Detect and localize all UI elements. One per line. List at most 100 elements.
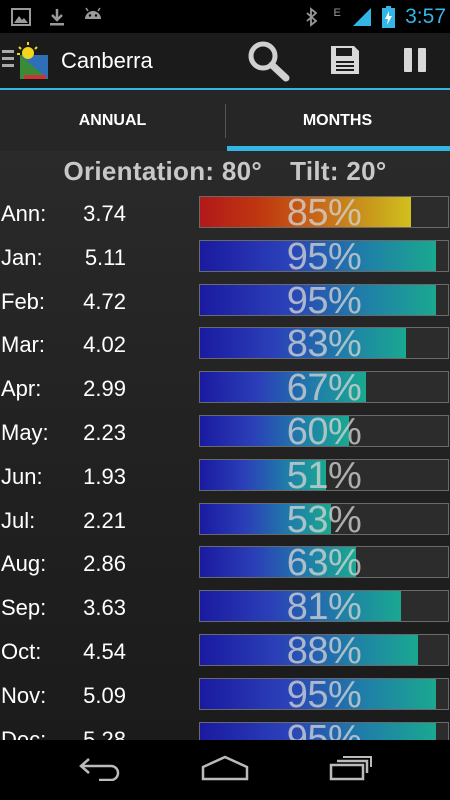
efficiency-bar: 95% bbox=[199, 283, 449, 316]
home-icon bbox=[200, 755, 250, 786]
efficiency-bar-fill bbox=[200, 503, 332, 534]
efficiency-row: Apr: 2.99 67% bbox=[0, 369, 450, 413]
efficiency-bar-fill bbox=[200, 328, 406, 359]
row-label: Mar: bbox=[1, 332, 45, 358]
efficiency-percent: 95% bbox=[200, 723, 448, 740]
efficiency-percent: 88% bbox=[286, 634, 362, 666]
efficiency-bar-fill bbox=[200, 591, 401, 622]
row-value: 5.28 bbox=[83, 726, 126, 740]
pause-icon bbox=[402, 47, 428, 78]
efficiency-percent: 85% bbox=[286, 196, 362, 228]
efficiency-row: Dec: 5.28 95% bbox=[0, 720, 450, 740]
efficiency-bar-fill bbox=[200, 547, 357, 578]
efficiency-percent: 60% bbox=[286, 415, 362, 447]
search-icon bbox=[244, 38, 292, 87]
row-value: 2.86 bbox=[83, 551, 126, 577]
efficiency-bar-fill bbox=[200, 416, 349, 446]
clock: 3:57 bbox=[405, 4, 446, 28]
save-button[interactable] bbox=[321, 39, 369, 85]
row-label: Sep: bbox=[1, 595, 47, 621]
efficiency-row: Feb: 4.72 95% bbox=[0, 282, 450, 326]
status-bar: E 3:57 bbox=[0, 0, 450, 33]
efficiency-bar-fill bbox=[200, 459, 327, 490]
back-button[interactable] bbox=[70, 752, 130, 788]
tab-annual[interactable]: ANNUAL bbox=[0, 90, 225, 151]
row-value: 1.93 bbox=[83, 463, 126, 489]
row-label: Jun: bbox=[1, 463, 43, 489]
row-label: Jan: bbox=[1, 244, 43, 270]
row-value: 3.63 bbox=[83, 595, 126, 621]
row-label: Jul: bbox=[1, 507, 36, 533]
efficiency-row: Aug: 2.86 63% bbox=[0, 544, 450, 588]
network-e-icon: E bbox=[331, 6, 343, 28]
recent-apps-button[interactable] bbox=[321, 752, 381, 788]
download-icon bbox=[46, 6, 68, 28]
efficiency-percent: 51% bbox=[286, 458, 362, 491]
efficiency-bar-fill bbox=[200, 197, 411, 227]
app-title: Canberra bbox=[61, 48, 153, 73]
efficiency-row: Nov: 5.09 95% bbox=[0, 676, 450, 720]
tab-months[interactable]: MONTHS bbox=[225, 90, 450, 151]
action-bar-divider bbox=[0, 88, 450, 90]
efficiency-row: May: 2.23 60% bbox=[0, 413, 450, 457]
row-label: Feb: bbox=[1, 288, 46, 314]
efficiency-row: Oct: 4.54 88% bbox=[0, 632, 450, 676]
efficiency-bar: 95% bbox=[199, 239, 449, 272]
efficiency-percent: 63% bbox=[286, 546, 362, 579]
efficiency-bar-fill bbox=[200, 284, 436, 315]
app-logo-icon[interactable] bbox=[16, 41, 50, 81]
efficiency-bar-fill bbox=[200, 678, 436, 709]
row-label: Nov: bbox=[1, 682, 47, 708]
row-value: 3.74 bbox=[83, 201, 126, 226]
row-value: 5.11 bbox=[84, 244, 126, 270]
orientation-text: Orientation: 80° bbox=[63, 156, 263, 186]
efficiency-percent: 81% bbox=[286, 590, 362, 623]
efficiency-bar: 85% bbox=[199, 196, 449, 228]
search-button[interactable] bbox=[244, 39, 292, 85]
efficiency-bar-fill bbox=[200, 240, 436, 271]
bluetooth-icon bbox=[301, 6, 323, 28]
save-icon bbox=[330, 45, 360, 80]
efficiency-bar: 53% bbox=[199, 502, 449, 535]
tab-divider bbox=[225, 104, 226, 138]
efficiency-bar: 63% bbox=[199, 546, 449, 579]
efficiency-bar: 95% bbox=[199, 677, 449, 710]
signal-icon bbox=[351, 6, 373, 28]
efficiency-bar-fill bbox=[200, 372, 367, 403]
efficiency-bar: 60% bbox=[199, 415, 449, 447]
row-label: Oct: bbox=[1, 639, 42, 664]
row-value: 4.54 bbox=[83, 639, 126, 664]
recent-apps-icon bbox=[329, 755, 373, 786]
efficiency-bar-fill bbox=[200, 635, 419, 665]
orientation-header: Orientation: 80° Tilt: 20° bbox=[0, 156, 450, 187]
efficiency-bar: 83% bbox=[199, 327, 449, 360]
menu-indicator-icon[interactable] bbox=[2, 50, 14, 70]
efficiency-bar: 81% bbox=[199, 590, 449, 623]
back-icon bbox=[77, 755, 123, 786]
efficiency-percent: 83% bbox=[286, 327, 362, 360]
tab-selected-indicator bbox=[227, 146, 450, 151]
efficiency-percent: 53% bbox=[286, 502, 362, 535]
home-button[interactable] bbox=[195, 752, 255, 788]
efficiency-bar: 51% bbox=[199, 458, 449, 491]
row-label: Aug: bbox=[1, 551, 47, 577]
efficiency-bar: 95% bbox=[199, 721, 449, 740]
tilt-text: Tilt: 20° bbox=[290, 156, 387, 186]
efficiency-bar-fill bbox=[200, 722, 436, 740]
row-value: 2.23 bbox=[83, 420, 126, 445]
row-label: May: bbox=[1, 420, 49, 445]
row-value: 4.02 bbox=[83, 332, 126, 358]
content-area[interactable]: Orientation: 80° Tilt: 20° Ann: 3.74 85% Jan… bbox=[0, 151, 450, 740]
efficiency-row: Ann: 3.74 85% bbox=[0, 194, 450, 238]
android-icon bbox=[82, 6, 104, 28]
efficiency-percent: 95% bbox=[286, 239, 362, 272]
row-value: 2.99 bbox=[83, 376, 126, 402]
efficiency-row: Mar: 4.02 83% bbox=[0, 325, 450, 369]
efficiency-percent: 95% bbox=[286, 283, 362, 316]
row-value: 2.21 bbox=[83, 507, 126, 533]
pause-button[interactable] bbox=[391, 39, 439, 85]
efficiency-row: Jan: 5.11 95% bbox=[0, 238, 450, 282]
action-bar: Canberra bbox=[0, 33, 450, 90]
row-value: 5.09 bbox=[83, 682, 126, 708]
efficiency-bar: 88% bbox=[199, 634, 449, 666]
